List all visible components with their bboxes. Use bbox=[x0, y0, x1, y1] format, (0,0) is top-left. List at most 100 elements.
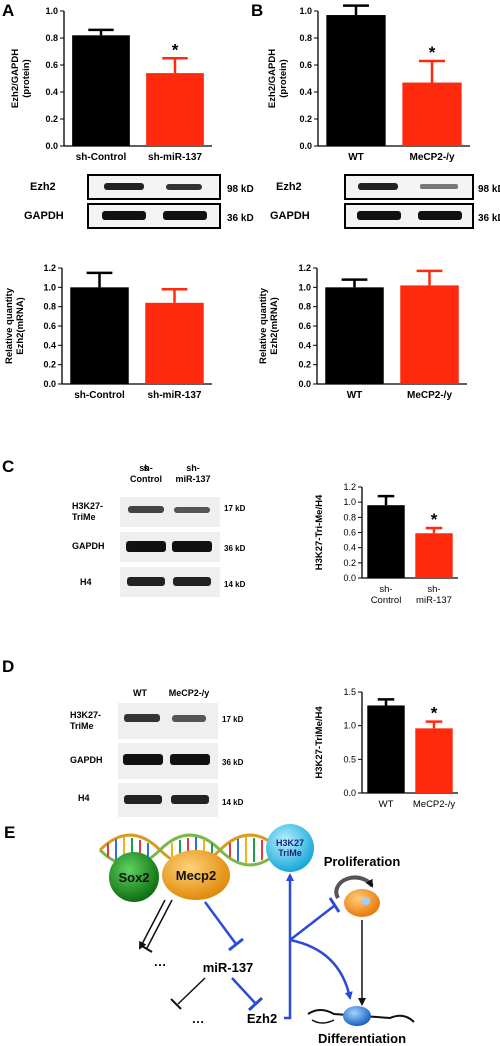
bar bbox=[402, 82, 462, 146]
ellipsis-label: … bbox=[154, 954, 167, 969]
blot-band bbox=[127, 577, 165, 586]
blot-c-col-label: s bbox=[143, 463, 148, 473]
blot-b-kd: 36 kD bbox=[478, 213, 500, 224]
bar bbox=[325, 287, 384, 384]
y-tick-label: 0.0 bbox=[43, 379, 56, 389]
y-tick-label: 0.6 bbox=[43, 321, 56, 331]
blot-c-row-label: GAPDH bbox=[72, 541, 105, 551]
blot-b-kd: 98 kD bbox=[478, 184, 500, 195]
h3k27-promotes-diff-arrow bbox=[289, 938, 353, 1000]
y-tick-label: 0.8 bbox=[43, 302, 56, 312]
sox2-label: Sox2 bbox=[118, 870, 149, 885]
significance-star: * bbox=[429, 43, 436, 62]
y-tick-label: 0.0 bbox=[298, 379, 311, 389]
bar bbox=[415, 728, 453, 793]
chart-ezh2-protein-sh: 0.0 0.2 0.4 0.6 0.8 1.0 Ezh2/GAPDH(protein) sh-… bbox=[10, 6, 212, 163]
blot-d-kd: 14 kD bbox=[222, 798, 244, 807]
panel-letter-b: B bbox=[251, 1, 263, 20]
y-tick-label: 0.4 bbox=[343, 543, 356, 553]
y-axis-label: Relative quantityEzh2(mRNA) bbox=[4, 287, 26, 364]
h3k27-inhibits-proliferation bbox=[289, 905, 335, 941]
y-tick-label: 1.0 bbox=[299, 6, 312, 16]
differentiation-label: Differentiation bbox=[318, 1031, 406, 1046]
ezh2-to-h3k27-arrow bbox=[284, 873, 294, 1020]
ellipsis-label: … bbox=[192, 1011, 205, 1026]
blot-d-row-label: GAPDH bbox=[70, 755, 103, 765]
mecp2-inhibits-mir137 bbox=[203, 901, 238, 945]
bar bbox=[326, 15, 386, 146]
blot-c-kd: 14 kD bbox=[224, 580, 246, 589]
blot-band bbox=[170, 754, 210, 765]
y-tick-label: 0.6 bbox=[343, 528, 356, 538]
cell-nucleus-icon bbox=[362, 897, 370, 905]
x-category-label: MeCP2-/y bbox=[407, 390, 452, 401]
blot-c-col-label: sh-Control bbox=[130, 463, 162, 484]
y-tick-label: 0.6 bbox=[299, 60, 312, 70]
blot-a-kd: 98 kD bbox=[227, 184, 254, 195]
mir137-label: miR-137 bbox=[203, 960, 254, 975]
h3k27-trime-icon bbox=[266, 824, 314, 872]
blot-c-row-label: H4 bbox=[80, 577, 92, 587]
inhibit-bar bbox=[170, 998, 182, 1010]
x-category-label: WT bbox=[348, 152, 364, 163]
x-category-label: sh-Control bbox=[371, 584, 402, 606]
blot-d-row-label: H3K27-TriMe bbox=[70, 710, 101, 731]
y-tick-label: 1.2 bbox=[343, 482, 356, 492]
significance-star: * bbox=[431, 704, 438, 723]
y-tick-label: 0.6 bbox=[45, 60, 58, 70]
y-tick-label: 0.8 bbox=[298, 302, 311, 312]
y-axis-label: H3K27-Tri-Me/H4 bbox=[314, 494, 325, 570]
blot-band bbox=[172, 541, 212, 552]
y-tick-label: 0.5 bbox=[343, 754, 356, 764]
blot-a-row-label: GAPDH bbox=[24, 210, 64, 222]
cell-cycle-arrow-icon bbox=[334, 875, 374, 900]
ezh2-label: Ezh2 bbox=[247, 1011, 277, 1026]
significance-star: * bbox=[172, 40, 179, 59]
blot-band bbox=[357, 211, 401, 220]
panel-letter-d: D bbox=[2, 657, 14, 676]
blot-band bbox=[163, 211, 207, 220]
blot-band bbox=[418, 211, 462, 220]
y-tick-label: 0.2 bbox=[299, 114, 312, 124]
y-tick-label: 0.2 bbox=[343, 558, 356, 568]
blot-c-kd: 17 kD bbox=[224, 504, 246, 513]
blot-d-kd: 17 kD bbox=[222, 715, 244, 724]
y-tick-label: 0.2 bbox=[298, 360, 311, 370]
blot-c-col-label: sh-miR-137 bbox=[175, 463, 210, 484]
y-tick-label: 1.2 bbox=[298, 263, 311, 273]
western-blot-b: Ezh2 98 kD GAPDH 36 kD bbox=[270, 174, 500, 229]
blot-d-row-label: H4 bbox=[78, 793, 90, 803]
blot-b-row-label: GAPDH bbox=[270, 210, 310, 222]
blot-band bbox=[358, 183, 398, 190]
blot-band bbox=[172, 715, 206, 722]
y-tick-label: 1.0 bbox=[298, 282, 311, 292]
blot-a-kd: 36 kD bbox=[227, 213, 254, 224]
x-category-label: MeCP2-/y bbox=[413, 799, 455, 810]
y-tick-label: 0.8 bbox=[299, 33, 312, 43]
y-tick-label: 1.0 bbox=[43, 282, 56, 292]
blot-band bbox=[420, 184, 458, 189]
blot-band bbox=[126, 541, 166, 552]
blot-band bbox=[171, 795, 209, 804]
western-blot-a: Ezh2 98 kD GAPDH 36 kD bbox=[24, 174, 254, 229]
mir137-inhibits-ezh2 bbox=[231, 977, 257, 1005]
y-tick-label: 0.4 bbox=[45, 87, 58, 97]
blot-a-row-label: Ezh2 bbox=[30, 181, 56, 193]
chart-ezh2-mrna-mecp2: 0.0 0.2 0.4 0.6 0.8 1.0 1.2 Relative quantityEz… bbox=[258, 263, 467, 401]
mecp2-icon bbox=[162, 850, 230, 900]
y-tick-label: 1.5 bbox=[343, 687, 356, 697]
x-category-label: WT bbox=[347, 390, 363, 401]
bar bbox=[145, 302, 204, 384]
bar bbox=[367, 705, 405, 793]
mecp2-label: Mecp2 bbox=[176, 868, 216, 883]
bar bbox=[70, 287, 129, 384]
differentiated-cell-icon bbox=[343, 1006, 371, 1026]
y-tick-label: 0.0 bbox=[343, 788, 356, 798]
blot-d-kd: 36 kD bbox=[222, 758, 244, 767]
blot-band bbox=[174, 507, 210, 513]
blot-c-row-label: H3K27-TriMe bbox=[72, 501, 103, 522]
blot-band bbox=[166, 184, 202, 190]
x-category-label: sh-miR-137 bbox=[416, 584, 452, 606]
chart-ezh2-protein-mecp2: 0.0 0.2 0.4 0.6 0.8 1.0 Ezh2/GAPDH(protein) WT *… bbox=[267, 4, 470, 163]
